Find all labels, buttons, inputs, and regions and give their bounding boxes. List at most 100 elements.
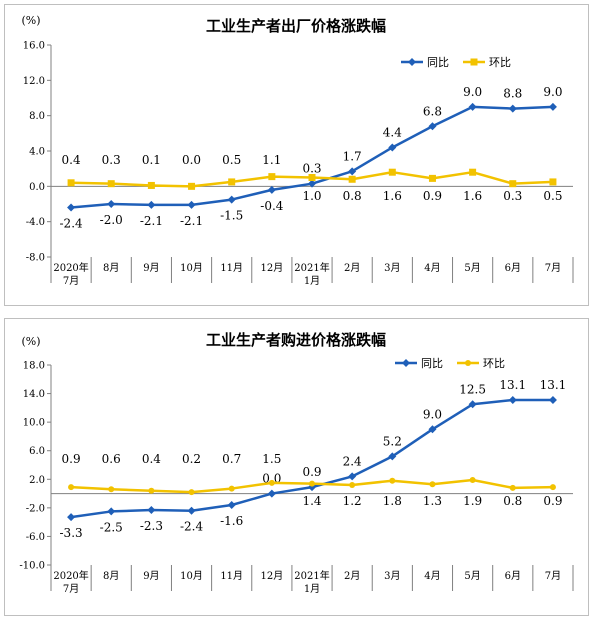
data-point-mom xyxy=(68,484,75,491)
data-label-yoy: 8.8 xyxy=(503,87,522,101)
data-point-yoy xyxy=(388,143,397,152)
x-tick-label: 10月 xyxy=(180,262,203,274)
x-tick-label: 2021年 1月 xyxy=(294,569,329,595)
chart-output-prices: 工业生产者出厂价格涨跌幅 (%) 16.0 12.0 8.0 4.0 0.0 -4.0 -8.0… xyxy=(21,14,574,287)
data-point-mom xyxy=(388,168,396,176)
data-point-mom xyxy=(107,180,115,188)
data-label-mom: 0.4 xyxy=(142,452,161,466)
data-point-mom xyxy=(67,179,75,187)
legend-marker xyxy=(408,58,416,66)
data-label-mom: 0.0 xyxy=(182,153,201,167)
data-label-yoy: 5.2 xyxy=(383,434,402,448)
chart-title: 工业生产者出厂价格涨跌幅 xyxy=(206,17,386,35)
data-label-yoy: 12.5 xyxy=(459,382,486,396)
x-tick-label: 12月 xyxy=(260,262,283,274)
y-tick-label: 8.0 xyxy=(29,111,45,122)
x-tick-label: 5月 xyxy=(464,570,480,582)
data-label-mom: 0.9 xyxy=(62,452,81,466)
data-point-yoy xyxy=(67,513,76,522)
data-point-yoy xyxy=(348,167,357,176)
data-label-yoy: 9.0 xyxy=(423,407,442,421)
data-point-yoy xyxy=(308,179,316,188)
data-point-mom xyxy=(108,486,115,493)
data-label-mom: 0.1 xyxy=(142,153,161,167)
legend-label: 环比 xyxy=(483,357,505,370)
data-point-yoy xyxy=(107,507,116,516)
data-point-mom xyxy=(389,477,396,484)
data-label-mom: 1.3 xyxy=(423,494,442,508)
data-point-mom xyxy=(428,174,436,182)
data-label-yoy: -2.5 xyxy=(100,520,123,534)
y-tick-label: 12.0 xyxy=(23,76,45,87)
legend-marker xyxy=(465,360,471,366)
x-tick-label: 9月 xyxy=(143,262,159,274)
y-tick-label: 0.0 xyxy=(29,182,45,193)
legend-marker xyxy=(402,359,410,367)
x-tick-label: 6月 xyxy=(505,570,521,582)
data-label-yoy: 0.3 xyxy=(302,162,321,176)
data-point-yoy xyxy=(227,501,236,509)
data-label-mom: 1.1 xyxy=(262,153,281,167)
data-label-yoy: -2.1 xyxy=(140,214,163,228)
data-label-yoy: 9.0 xyxy=(543,85,562,99)
data-label-mom: 1.8 xyxy=(383,494,402,508)
x-tick-label: 3月 xyxy=(384,262,400,274)
y-tick-label: -10.0 xyxy=(19,561,45,572)
data-point-yoy xyxy=(508,104,517,113)
x-tick-label: 6月 xyxy=(505,262,521,274)
data-label-yoy: 4.4 xyxy=(383,125,402,139)
data-label-mom: 0.8 xyxy=(503,494,522,508)
data-label-mom: 1.6 xyxy=(383,189,402,203)
x-tick-label: 9月 xyxy=(143,570,159,582)
data-label-yoy: -2.3 xyxy=(140,519,163,533)
legend-label: 同比 xyxy=(421,357,443,370)
y-tick-label: -8.0 xyxy=(26,253,45,264)
y-tick-label: 10.0 xyxy=(23,418,45,429)
data-point-mom xyxy=(469,168,477,176)
data-label-mom: 1.5 xyxy=(262,452,281,466)
y-tick-label: 6.0 xyxy=(29,446,45,457)
data-point-yoy xyxy=(267,185,276,194)
data-point-mom xyxy=(469,477,476,483)
data-point-yoy xyxy=(508,396,517,404)
data-point-mom xyxy=(268,479,275,486)
data-label-mom: 0.8 xyxy=(343,189,362,203)
legend-marker xyxy=(470,58,478,66)
chart-purchase-prices: 工业生产者购进价格涨跌幅 (%) 18.0 14.0 10.0 6.0 2.0 -2.0 -6.… xyxy=(19,331,574,595)
data-point-yoy xyxy=(147,506,156,514)
data-label-mom: 1.2 xyxy=(343,494,362,508)
data-point-mom xyxy=(228,178,236,186)
data-point-mom xyxy=(549,484,556,491)
data-point-mom xyxy=(509,180,517,188)
y-tick-label: 16.0 xyxy=(23,41,45,52)
data-point-yoy xyxy=(548,396,557,404)
data-point-yoy xyxy=(227,195,236,204)
chart-panel-purchase-prices: 工业生产者购进价格涨跌幅 (%) 18.0 14.0 10.0 6.0 2.0 -2.0 -6.… xyxy=(4,318,589,616)
y-tick-label: 4.0 xyxy=(29,147,45,158)
chart-title: 工业生产者购进价格涨跌幅 xyxy=(206,331,386,349)
x-tick-label: 4月 xyxy=(424,570,440,582)
legend-label: 环比 xyxy=(489,56,511,69)
data-point-mom xyxy=(228,485,235,492)
data-point-mom xyxy=(348,175,356,183)
data-label-mom: 0.9 xyxy=(543,494,562,508)
data-label-mom: 1.0 xyxy=(302,189,321,203)
data-point-yoy xyxy=(267,489,276,498)
data-point-mom xyxy=(188,182,196,190)
x-tick-label: 7月 xyxy=(545,570,561,582)
data-point-mom xyxy=(268,173,276,181)
data-label-mom: 0.2 xyxy=(182,452,201,466)
data-point-mom xyxy=(147,181,155,189)
data-point-yoy xyxy=(348,472,357,481)
x-tick-label: 2月 xyxy=(344,570,360,582)
data-label-yoy: 0.9 xyxy=(302,465,321,479)
data-label-yoy: 9.0 xyxy=(463,85,482,99)
data-point-yoy xyxy=(428,425,437,434)
data-label-yoy: -1.5 xyxy=(220,209,243,223)
data-label-yoy: -3.3 xyxy=(60,526,83,540)
data-label-mom: 0.6 xyxy=(102,452,121,466)
y-axis-unit: (%) xyxy=(21,335,40,348)
data-point-yoy xyxy=(187,506,196,515)
data-point-yoy xyxy=(187,200,196,209)
x-tick-label: 3月 xyxy=(384,570,400,582)
